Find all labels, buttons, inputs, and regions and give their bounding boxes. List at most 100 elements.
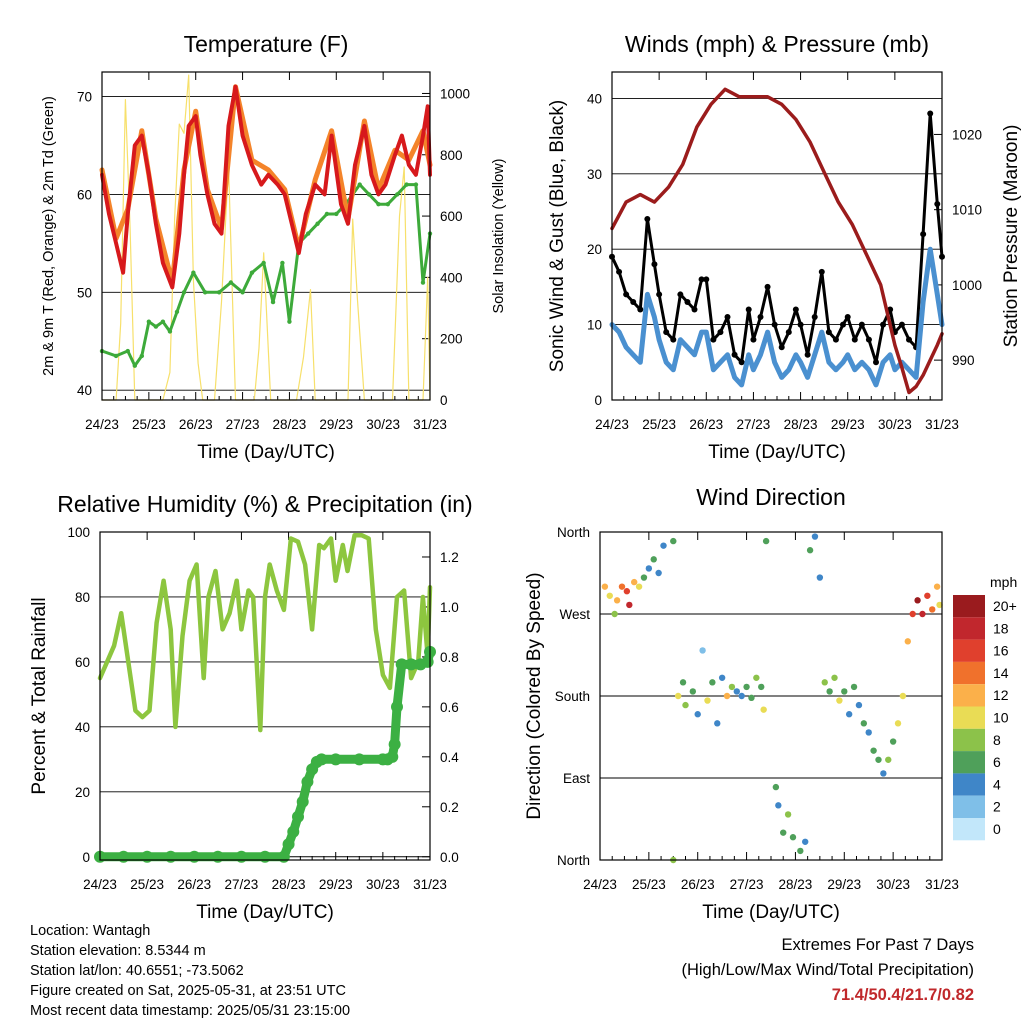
direction-x-tick-label: 29/23 — [827, 877, 861, 892]
dewpoint-point — [202, 290, 208, 295]
direction-point — [611, 610, 618, 618]
winds-y-tick-label: 20 — [587, 242, 602, 257]
humidity-y-tick-label: 40 — [75, 720, 90, 735]
precipitation-point — [292, 810, 304, 823]
direction-point — [601, 583, 609, 590]
humidity-y2-tick-label: 0.8 — [440, 650, 459, 665]
temperature-y2-axis-label: Solar Insolation (Yellow) — [491, 158, 507, 313]
gust-point — [670, 336, 677, 343]
gust-point — [764, 283, 771, 290]
direction-point — [758, 683, 765, 691]
dewpoint-point — [324, 211, 330, 217]
dewpoint-point — [191, 270, 196, 275]
direction-point — [760, 706, 767, 713]
solar-insolation-line — [101, 74, 431, 401]
gust-point — [637, 306, 644, 313]
dewpoint-point — [357, 182, 362, 187]
gust-point — [616, 268, 623, 275]
colorbar-swatch — [953, 661, 985, 685]
gust-point — [873, 359, 879, 366]
winds-x-tick-label: 24/23 — [595, 417, 629, 432]
precipitation-point — [235, 850, 248, 863]
gust-point — [771, 321, 778, 328]
precipitation-point — [386, 750, 399, 763]
winds-y2-axis-label: Station Pressure (Maroon) — [1001, 125, 1022, 348]
direction-point — [914, 597, 921, 604]
direction-point — [860, 720, 868, 727]
direction-point — [718, 674, 726, 681]
humidity-y-tick-label: 80 — [75, 590, 90, 605]
direction-point — [936, 601, 943, 609]
dewpoint-point — [139, 353, 145, 359]
precipitation-point — [287, 825, 300, 838]
direction-point — [738, 692, 745, 700]
direction-point — [924, 592, 931, 599]
gust-point — [797, 321, 804, 328]
precipitation-point — [391, 700, 403, 713]
direction-point — [674, 692, 682, 700]
direction-point — [743, 683, 750, 691]
precipitation-point — [301, 775, 314, 788]
humidity-x-tick-label: 27/23 — [225, 877, 259, 892]
temperature-y-tick-label: 40 — [77, 383, 92, 398]
gust-point — [934, 200, 941, 207]
colorbar-swatch — [953, 617, 985, 640]
direction-plot-frame — [599, 531, 943, 861]
humidity-x-tick-label: 29/23 — [319, 877, 353, 892]
temperature-x-tick-label: 30/23 — [366, 417, 400, 432]
dewpoint-point — [132, 363, 137, 368]
winds-y2-tick-label: 1000 — [952, 278, 982, 293]
direction-x-tick-label: 31/23 — [925, 877, 959, 892]
direction-point — [806, 547, 814, 554]
temperature-y-tick-label: 60 — [77, 187, 92, 202]
direction-point — [885, 756, 892, 763]
precipitation-point — [329, 753, 342, 766]
colorbar-label: 10 — [993, 710, 1009, 726]
direction-point — [753, 674, 760, 681]
direction-point — [689, 688, 697, 695]
dewpoint-point — [376, 201, 381, 207]
direction-point — [728, 683, 736, 691]
temperature-x-tick-label: 29/23 — [319, 417, 353, 432]
dewpoint-point — [174, 309, 180, 315]
direction-point — [635, 583, 643, 590]
direction-point — [826, 688, 833, 695]
temperature-y2-tick-label: 800 — [440, 148, 463, 163]
direction-point — [670, 537, 677, 545]
latlon-text: Station lat/lon: 40.6551; -73.5062 — [30, 963, 244, 979]
precipitation-point — [395, 658, 408, 671]
dewpoint-point — [153, 324, 159, 329]
direction-point — [811, 533, 819, 540]
gust-point — [623, 291, 630, 298]
precipitation-point — [188, 850, 201, 863]
humidity-x-tick-label: 30/23 — [366, 877, 400, 892]
temperature-title: Temperature (F) — [184, 31, 349, 57]
direction-point — [865, 729, 872, 736]
dewpoint-point — [228, 280, 234, 285]
direction-point — [870, 747, 877, 754]
direction-point — [694, 711, 701, 718]
colorbar-swatch — [953, 639, 985, 662]
precipitation-point — [117, 850, 130, 863]
temperature-y2-tick-label: 600 — [440, 209, 463, 224]
temp-2m-line — [100, 84, 432, 290]
colorbar-swatch — [953, 595, 985, 618]
dewpoint-point — [413, 182, 419, 187]
precipitation-point — [296, 795, 309, 808]
gust-point — [840, 321, 846, 328]
temperature-y2-tick-label: 200 — [440, 332, 463, 347]
dewpoint-point — [287, 319, 292, 324]
humidity-y2-tick-label: 0.6 — [440, 700, 459, 715]
humidity-y2-tick-label: 1.2 — [440, 550, 459, 565]
colorbar-label: 20+ — [993, 598, 1017, 614]
direction-point — [748, 694, 755, 702]
gust-point — [792, 306, 799, 313]
winds-x-tick-label: 30/23 — [878, 417, 912, 432]
winds-y2-tick-label: 990 — [952, 353, 975, 368]
dewpoint-point — [404, 182, 409, 187]
gust-point — [804, 351, 811, 358]
temperature-plot-frame — [101, 71, 431, 401]
direction-point — [780, 829, 787, 836]
gust-point — [865, 336, 872, 343]
temperature-x-tick-label: 31/23 — [413, 417, 447, 432]
